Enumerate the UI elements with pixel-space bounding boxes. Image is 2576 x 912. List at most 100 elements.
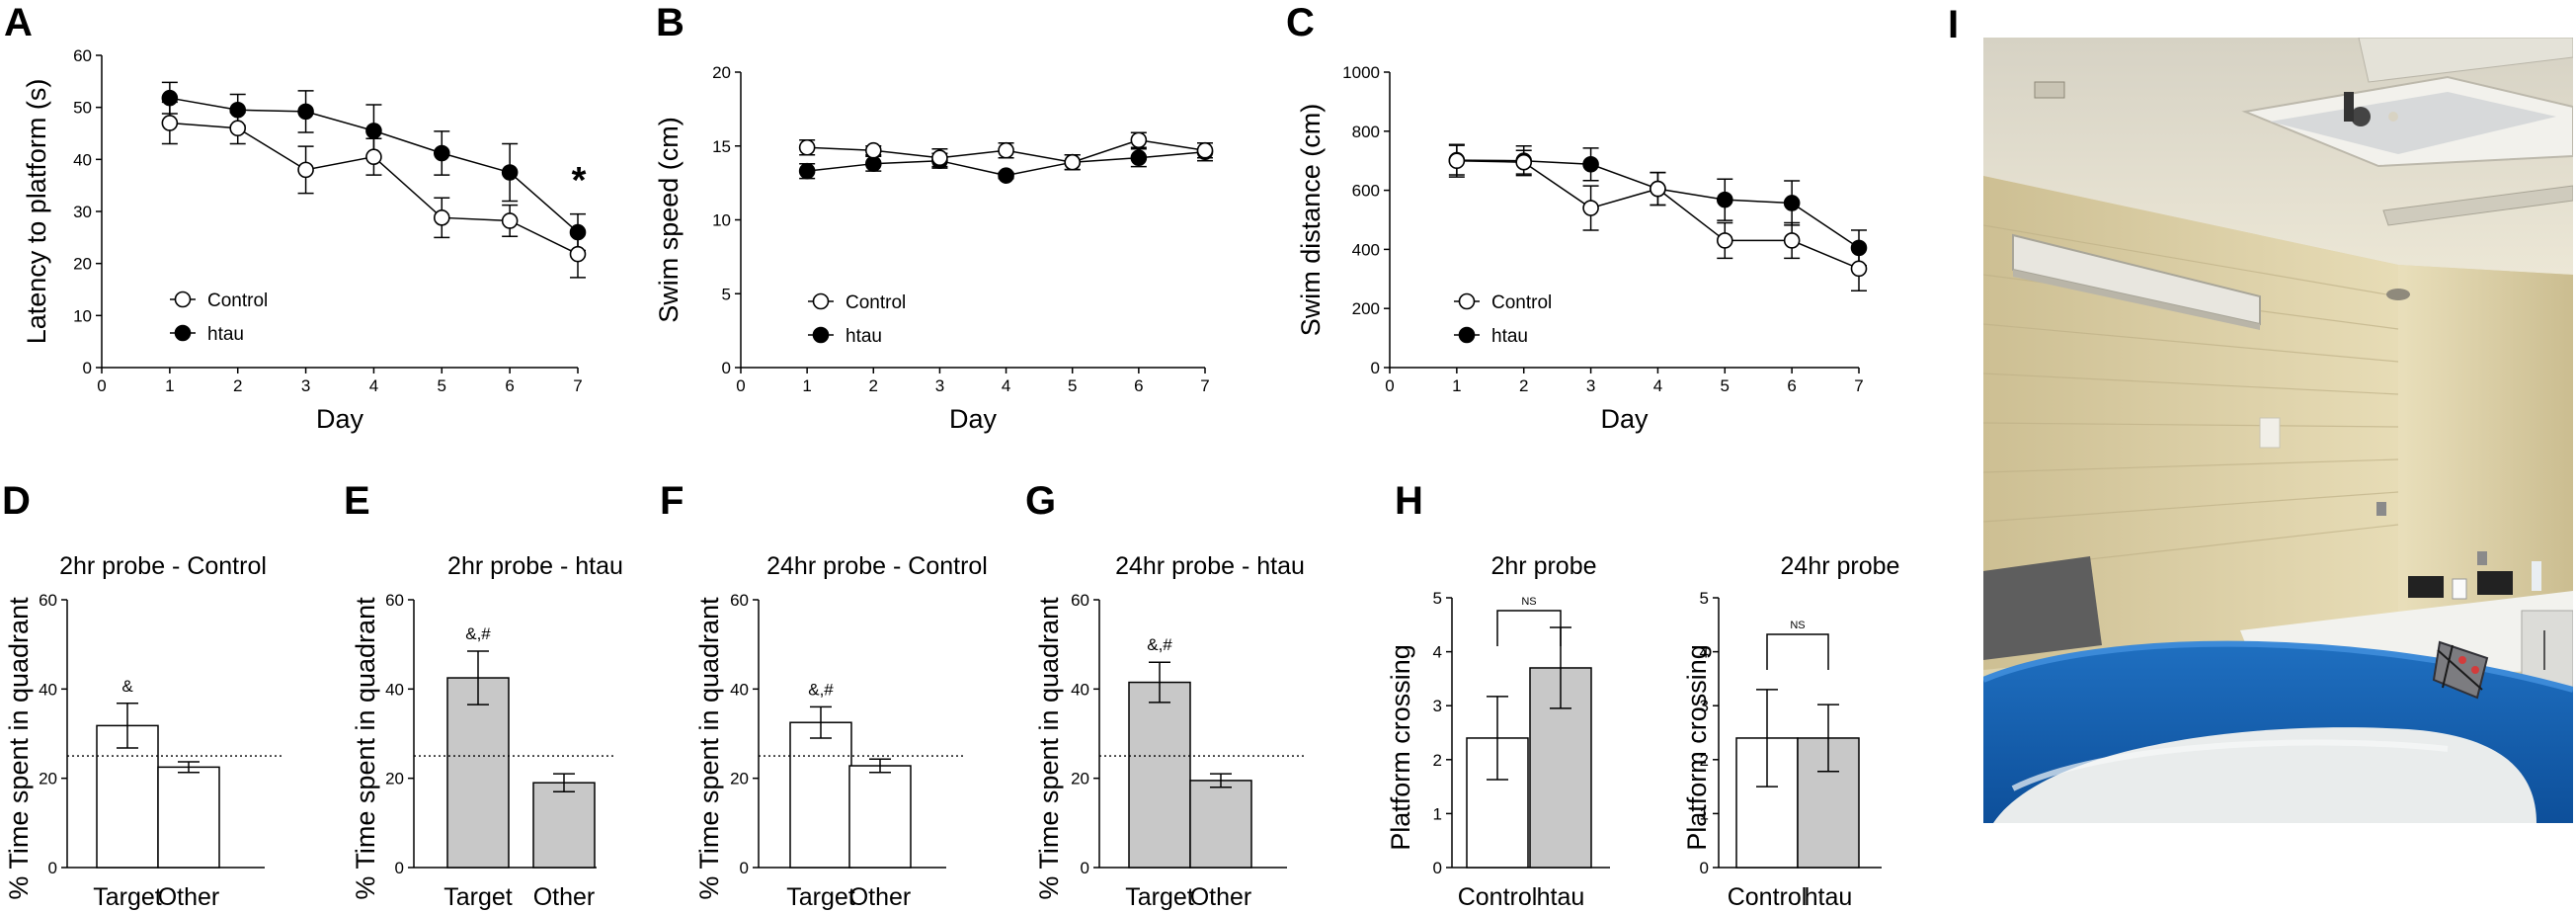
y-tick-label-H1: 5 — [1433, 589, 1442, 608]
category-label-target-E: Target — [443, 883, 513, 911]
category-label-target-F: Target — [786, 883, 855, 911]
legend-label-control-C: Control — [1491, 292, 1552, 313]
y-tick-label-H1: 0 — [1433, 859, 1442, 877]
y-tick-label-E: 0 — [395, 859, 404, 877]
x-tick-label-C: 2 — [1519, 376, 1528, 395]
legend-marker-htau-B — [812, 326, 830, 344]
data-point-htau-B — [998, 167, 1014, 184]
bar-target-E — [446, 677, 510, 869]
panel-label-I: I — [1948, 3, 1959, 46]
y-tick-label-H2: 1 — [1700, 804, 1709, 823]
y-tick-label-G: 0 — [1081, 859, 1089, 877]
y-tick-label-G: 60 — [1071, 591, 1089, 610]
x-tick-label-C: 1 — [1452, 376, 1461, 395]
legend-label-control-B: Control — [845, 292, 906, 313]
panel-title-F: 24hr probe - Control — [766, 552, 988, 580]
y-tick-label-D: 60 — [39, 591, 57, 610]
data-point-control-A — [433, 209, 450, 226]
data-point-control-A — [365, 148, 382, 165]
data-point-control-B — [864, 141, 882, 159]
category-label-other-E: Other — [533, 883, 596, 911]
x-tick-label-A: 0 — [97, 376, 106, 395]
y-tick-label-E: 60 — [385, 591, 404, 610]
data-point-htau-A — [433, 144, 450, 162]
x-tick-label-B: 6 — [1134, 376, 1143, 395]
data-point-control-A — [501, 212, 519, 229]
panel-label-C: C — [1286, 1, 1315, 44]
y-tick-label-D: 20 — [39, 770, 57, 788]
category-label-control-H1: Control — [1458, 883, 1538, 911]
y-axis-title-G: % Time spent in quadrant — [1034, 597, 1064, 900]
data-point-control-A — [569, 245, 587, 263]
significance-star-A: * — [572, 160, 587, 202]
data-point-control-A — [297, 161, 314, 179]
panel-label-D: D — [2, 479, 31, 523]
significance-annotation-E: &,# — [465, 624, 491, 643]
x-tick-label-B: 0 — [736, 376, 745, 395]
x-tick-label-B: 7 — [1200, 376, 1209, 395]
y-tick-label-B: 20 — [712, 63, 731, 82]
category-label-htau-H2: htau — [1805, 883, 1853, 911]
y-tick-label-B: 10 — [712, 211, 731, 230]
x-tick-label-A: 4 — [369, 376, 378, 395]
y-axis-title-B: Swim speed (cm) — [654, 117, 684, 323]
significance-bracket-H1 — [1496, 610, 1562, 646]
y-axis-title-A: Latency to platform (s) — [22, 79, 51, 345]
x-axis-title-C: Day — [1600, 404, 1649, 434]
legend-marker-htau-C — [1458, 326, 1476, 344]
y-tick-label-A: 10 — [73, 306, 92, 325]
panel-label-B: B — [656, 1, 684, 44]
y-axis-title-H2: Platform crossing — [1682, 644, 1712, 851]
bar-other-E — [532, 782, 596, 869]
water-maze-photo — [1983, 38, 2573, 823]
panel-title-H2: 24hr probe — [1781, 552, 1900, 580]
data-point-htau-B — [1130, 149, 1148, 167]
x-tick-label-A: 1 — [165, 376, 174, 395]
panel-label-G: G — [1025, 479, 1056, 523]
y-tick-label-H2: 5 — [1700, 589, 1709, 608]
significance-annotation-G: &,# — [1147, 635, 1172, 654]
category-label-control-H2: Control — [1728, 883, 1808, 911]
data-point-htau-B — [798, 162, 816, 180]
x-tick-label-C: 3 — [1586, 376, 1595, 395]
data-point-control-C — [1448, 152, 1466, 169]
y-tick-label-B: 15 — [712, 137, 731, 156]
data-point-control-B — [1130, 131, 1148, 149]
y-tick-label-H2: 0 — [1700, 859, 1709, 877]
category-label-other-D: Other — [158, 883, 220, 911]
panel-title-E: 2hr probe - htau — [447, 552, 623, 580]
panel-title-G: 24hr probe - htau — [1115, 552, 1305, 580]
legend-label-control-A: Control — [207, 290, 268, 311]
category-label-other-G: Other — [1190, 883, 1252, 911]
y-tick-label-G: 20 — [1071, 770, 1089, 788]
legend-label-htau-A: htau — [207, 324, 244, 345]
y-tick-label-C: 1000 — [1342, 63, 1380, 82]
x-tick-label-A: 3 — [301, 376, 310, 395]
data-point-control-B — [931, 149, 948, 167]
panel-label-E: E — [344, 479, 370, 523]
x-tick-label-A: 5 — [438, 376, 446, 395]
x-tick-label-B: 1 — [802, 376, 811, 395]
category-label-htau-H1: htau — [1537, 883, 1585, 911]
y-tick-label-H1: 1 — [1433, 804, 1442, 823]
y-tick-label-E: 40 — [385, 680, 404, 699]
y-tick-label-E: 20 — [385, 770, 404, 788]
y-tick-label-H2: 3 — [1700, 697, 1709, 715]
data-point-control-B — [798, 138, 816, 156]
legend-label-htau-C: htau — [1491, 326, 1528, 347]
category-label-other-F: Other — [849, 883, 912, 911]
x-tick-label-B: 3 — [935, 376, 944, 395]
y-tick-label-H2: 4 — [1700, 643, 1709, 662]
data-point-control-C — [1783, 232, 1801, 249]
y-tick-label-B: 0 — [722, 359, 731, 377]
data-point-htau-A — [297, 103, 314, 121]
y-tick-label-F: 20 — [730, 770, 749, 788]
y-tick-label-A: 60 — [73, 46, 92, 65]
significance-annotation-H1: NS — [1521, 596, 1536, 608]
bar-target-G — [1128, 681, 1191, 869]
y-tick-label-G: 40 — [1071, 680, 1089, 699]
legend-marker-control-C — [1458, 292, 1476, 310]
y-tick-label-H2: 2 — [1700, 751, 1709, 770]
